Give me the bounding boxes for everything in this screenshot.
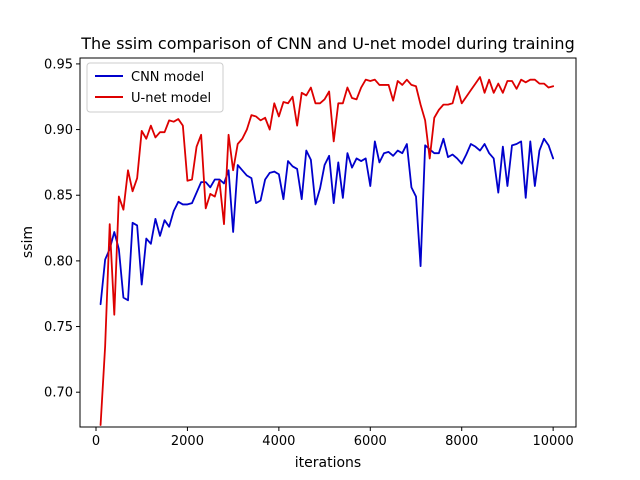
y-axis-label: ssim xyxy=(20,226,36,258)
series-line-1 xyxy=(99,76,555,426)
y-tick-label: 0.80 xyxy=(44,254,73,269)
y-tick-label: 0.75 xyxy=(44,320,73,335)
y-tick-label: 0.90 xyxy=(44,123,73,138)
x-tick-label: 4000 xyxy=(262,434,295,449)
y-tick-label: 0.85 xyxy=(44,189,73,204)
x-tick-label: 0 xyxy=(92,434,100,449)
legend-label-unet: U-net model xyxy=(131,91,211,106)
x-tick-label: 8000 xyxy=(445,434,478,449)
series-line-0 xyxy=(99,137,555,306)
x-tick-label: 6000 xyxy=(354,434,387,449)
chart-title: The ssim comparison of CNN and U-net mod… xyxy=(80,34,574,53)
x-tick-label: 10000 xyxy=(532,434,573,449)
x-tick-label: 2000 xyxy=(171,434,204,449)
y-axis-ticks: 0.70 0.75 0.80 0.85 0.90 0.95 xyxy=(44,57,80,401)
plot-frame xyxy=(79,57,577,428)
legend: CNN model U-net model xyxy=(86,62,224,113)
x-axis-ticks: 0 2000 4000 6000 8000 10000 xyxy=(92,427,574,449)
legend-label-cnn: CNN model xyxy=(131,70,204,85)
x-axis-label: iterations xyxy=(295,455,361,471)
y-tick-label: 0.95 xyxy=(44,57,73,72)
plot-lines xyxy=(99,76,555,426)
y-tick-label: 0.70 xyxy=(44,386,73,401)
